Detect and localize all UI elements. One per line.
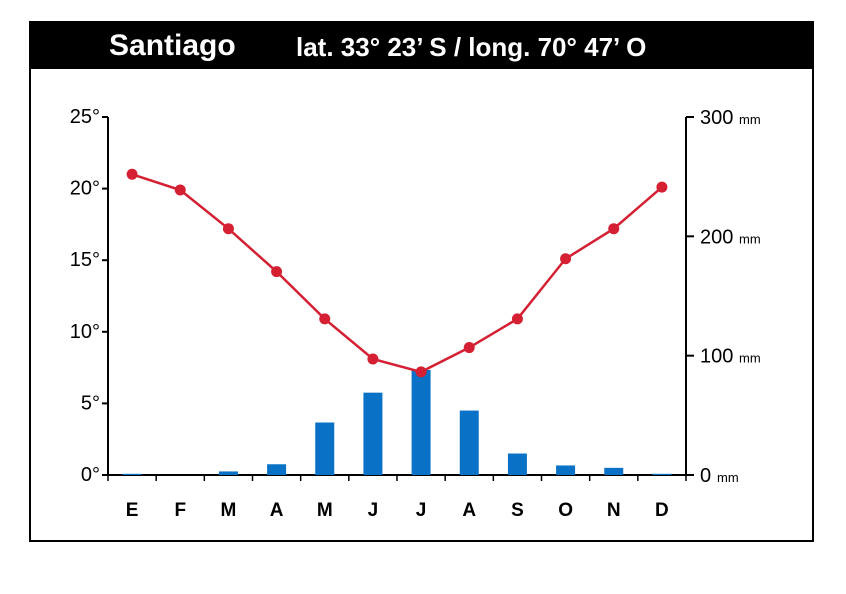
temperature-point — [367, 353, 379, 365]
precipitation-bar — [556, 465, 576, 475]
month-label: A — [270, 500, 284, 521]
right-axis-tick-label: 0 — [700, 465, 711, 487]
month-label: O — [558, 500, 573, 521]
left-axis-tick-label: 15° — [70, 249, 100, 271]
left-axis-tick-label: 25° — [70, 106, 100, 128]
temperature-point — [126, 168, 138, 180]
right-axis-unit-label: mm — [739, 351, 761, 366]
temperature-point — [463, 342, 475, 354]
month-label: M — [221, 500, 237, 521]
left-axis-tick-label: 10° — [70, 321, 100, 343]
month-label: M — [317, 500, 333, 521]
right-axis-unit-label: mm — [739, 231, 761, 246]
right-axis-unit-label: mm — [739, 112, 761, 127]
precipitation-bar — [267, 464, 287, 475]
left-axis-tick-label: 0° — [81, 464, 100, 486]
precipitation-bar — [604, 467, 624, 475]
chart-title-bar: Santiago lat. 33° 23’ S / long. 70° 47’ … — [31, 23, 812, 69]
month-label: E — [126, 500, 139, 521]
chart-subtitle: lat. 33° 23’ S / long. 70° 47’ O — [296, 32, 647, 62]
month-label: J — [368, 500, 379, 521]
temperature-point — [222, 223, 234, 235]
precipitation-bar — [363, 392, 383, 475]
temperature-point — [608, 223, 620, 235]
month-label: N — [607, 500, 621, 521]
right-axis-tick-label: 100 — [700, 346, 733, 368]
left-axis-tick-label: 20° — [70, 178, 100, 200]
month-label: D — [655, 500, 669, 521]
chart-title: Santiago — [109, 29, 236, 62]
month-label: S — [511, 500, 524, 521]
right-axis-unit-label: mm — [717, 470, 739, 485]
precipitation-bar — [459, 410, 479, 475]
precipitation-bar — [411, 369, 431, 475]
temperature-point — [319, 313, 331, 325]
precipitation-bar — [507, 453, 527, 475]
month-label: A — [462, 500, 476, 521]
temperature-point — [511, 313, 523, 325]
right-axis-tick-label: 300 — [700, 107, 733, 129]
left-axis-tick-label: 5° — [81, 392, 100, 414]
precipitation-bar — [122, 473, 142, 475]
month-label: F — [174, 500, 186, 521]
month-label: J — [416, 500, 427, 521]
temperature-point — [560, 253, 572, 265]
temperature-point — [415, 366, 427, 378]
precipitation-bar — [315, 422, 335, 475]
temperature-point — [271, 266, 283, 278]
temperature-point — [174, 184, 186, 196]
right-axis-tick-label: 200 — [700, 226, 733, 248]
precipitation-bar — [218, 471, 238, 475]
temperature-point — [656, 181, 668, 193]
precipitation-bar — [652, 473, 672, 475]
temperature-line — [131, 173, 663, 374]
